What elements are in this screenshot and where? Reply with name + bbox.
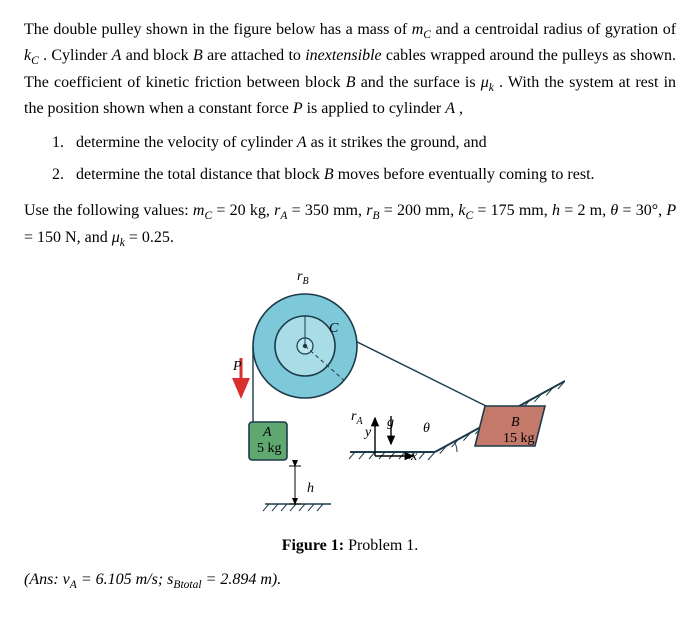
sym-h: h	[552, 202, 560, 219]
list-item: 2. determine the total distance that blo…	[52, 163, 676, 187]
sym-rA: rA	[274, 202, 287, 219]
svg-text:rA: rA	[351, 409, 363, 427]
text: The double pulley shown in the figure be…	[24, 21, 412, 38]
svg-text:15 kg: 15 kg	[503, 431, 535, 446]
sym-A: A	[112, 47, 122, 64]
svg-text:y: y	[363, 425, 372, 440]
text: =	[216, 202, 229, 219]
svg-text:h: h	[307, 481, 314, 496]
question-list: 1. determine the velocity of cylinder A …	[52, 131, 676, 187]
sym-kC: kC	[458, 202, 473, 219]
sym-B: B	[193, 47, 203, 64]
sym-P: P	[666, 202, 676, 219]
val-mC: 20 kg	[230, 202, 266, 219]
sym-P: P	[293, 100, 303, 117]
text: determine the velocity of cylinder	[76, 134, 297, 151]
sym-sB: sBtotal	[167, 571, 201, 588]
text: ,	[459, 100, 463, 117]
text: and a centroidal radius of gyration of	[436, 21, 677, 38]
sym-mC: mC	[412, 21, 431, 38]
sym-B: B	[324, 166, 334, 183]
sym-muk: μk	[481, 74, 494, 91]
word-inextensible: inextensible	[305, 47, 381, 64]
values-paragraph: Use the following values: mC = 20 kg, rA…	[24, 199, 676, 252]
list-number: 2.	[52, 163, 72, 187]
sym-mC: mC	[193, 202, 212, 219]
svg-text:g: g	[387, 415, 394, 430]
svg-text:C: C	[329, 321, 339, 336]
text: . Cylinder	[43, 47, 112, 64]
problem-paragraph-1: The double pulley shown in the figure be…	[24, 18, 676, 121]
val-kC: 175 mm	[491, 202, 544, 219]
text: moves before eventually coming to rest.	[338, 166, 595, 183]
text: determine the total distance that block	[76, 166, 324, 183]
val-rB: 200 mm	[397, 202, 450, 219]
val-h: 2 m	[577, 202, 602, 219]
sym-A: A	[297, 134, 307, 151]
figure-diagram: rB CrA P A5 kg B15 kg h gy xθ	[24, 266, 676, 526]
svg-text:5 kg: 5 kg	[257, 441, 282, 456]
sym-theta: θ	[610, 202, 618, 219]
sym-A: A	[445, 100, 455, 117]
svg-text:x: x	[410, 449, 418, 464]
caption-bold: Figure 1:	[282, 537, 344, 554]
svg-text:rB: rB	[297, 269, 309, 287]
sym-B: B	[346, 74, 356, 91]
list-item: 1. determine the velocity of cylinder A …	[52, 131, 676, 155]
text: are attached to	[207, 47, 305, 64]
val-rA: 350 mm	[305, 202, 358, 219]
sym-vA: vA	[63, 571, 77, 588]
caption-rest: Problem 1.	[344, 537, 418, 554]
sym-kC: kC	[24, 47, 39, 64]
text: Use the following values:	[24, 202, 193, 219]
svg-text:P: P	[232, 359, 242, 374]
diagram-svg: rB CrA P A5 kg B15 kg h gy xθ	[135, 266, 565, 526]
val-vA: = 6.105 m/s;	[81, 571, 167, 588]
text: is applied to cylinder	[307, 100, 446, 117]
val-sB: = 2.894 m).	[206, 571, 282, 588]
val-muk: 0.25	[142, 229, 170, 246]
text: as it strikes the ground, and	[311, 134, 487, 151]
list-number: 1.	[52, 131, 72, 155]
val-P: 150 N	[37, 229, 77, 246]
svg-text:A: A	[262, 425, 272, 440]
sym-rB: rB	[366, 202, 379, 219]
text: (Ans:	[24, 571, 63, 588]
svg-text:θ: θ	[423, 421, 430, 436]
text: and block	[126, 47, 193, 64]
figure-caption: Figure 1: Problem 1.	[24, 534, 676, 558]
svg-text:B: B	[511, 415, 520, 430]
sym-muk: μk	[112, 229, 125, 246]
val-theta: 30°	[636, 202, 658, 219]
text: and the surface is	[361, 74, 481, 91]
